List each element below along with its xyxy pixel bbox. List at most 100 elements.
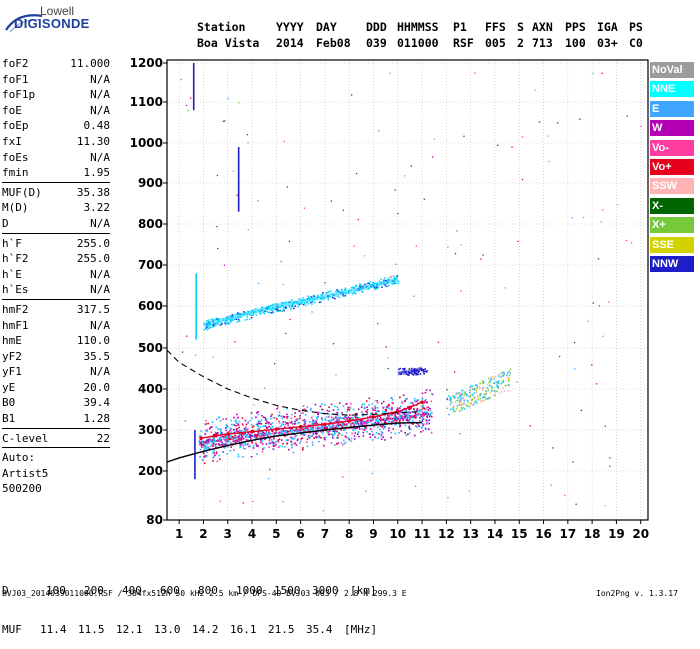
param-row: hmF1 N/A [2,318,110,334]
echo-point [463,135,465,137]
header-row1-pps: PPS [565,20,586,34]
echo-point [230,434,232,437]
echo-point [276,310,278,312]
echo-point [430,400,433,403]
echo-point [283,426,286,429]
echo-point [420,431,422,433]
echo-point [420,426,423,429]
echo-point [391,407,394,409]
echo-point [331,419,333,421]
echo-point [404,418,407,421]
param-row: B0 39.4 [2,395,110,411]
echo-point [237,424,240,427]
echo-point [353,438,356,440]
echo-point [377,422,380,424]
echo-point [272,445,275,447]
echo-point [194,354,197,356]
echo-point [428,414,430,416]
echo-point [301,429,303,431]
echo-point [277,439,280,442]
echo-point [219,324,222,326]
color-legend: NoVal NNE E W Vo- Vo+ SSW X- X+ SSE NNW [650,62,694,275]
echo-point [224,427,227,429]
echo-point [261,434,264,436]
echo-point [290,420,293,423]
echo-point [300,440,302,443]
echo-point [272,431,275,433]
echo-point [266,433,269,435]
echo-point [203,462,206,465]
echo-point [326,409,329,412]
echo-point [238,439,241,441]
echo-point [289,430,291,433]
echo-point [232,440,235,443]
echo-point [601,72,603,75]
echo-point [318,436,320,439]
echo-point [421,392,424,395]
echo-point [385,285,388,288]
legend-item: X+ [650,217,694,234]
echo-point [393,416,395,419]
echo-point [504,287,507,289]
echo-point [478,386,481,388]
echo-point [397,282,400,285]
file-info-footer: BVJ03_2014039011000.RSF / 384fx512h 50 k… [2,589,407,598]
echo-point [230,446,232,448]
echo-point [497,381,500,383]
echo-point [336,418,339,421]
echo-point [427,419,429,422]
param-value: N/A [90,103,110,117]
echo-point [474,401,476,404]
echo-point [494,391,496,393]
y-tick-label: 1100 [130,95,163,109]
echo-point [492,394,495,396]
echo-point [361,428,363,430]
echo-point [379,416,382,419]
echo-point [460,403,462,405]
echo-point [410,416,412,419]
echo-point [341,288,343,291]
muf-cell: 35.4 [306,623,333,636]
echo-point [399,415,402,418]
muf-cell: 21.5 [268,623,295,636]
echo-point [281,445,284,448]
echo-point [331,435,334,437]
echo-point [215,317,218,319]
echo-point [235,421,238,424]
echo-point [600,221,602,223]
echo-point [341,412,343,414]
echo-point [396,275,399,277]
echo-point [277,309,280,312]
echo-point [404,410,406,413]
echo-point [347,416,350,418]
echo-point [297,306,299,308]
echo-point [224,447,226,449]
echo-point [208,438,211,441]
echo-point [211,326,214,328]
echo-point [462,406,465,409]
header-row1-ps: PS [629,20,643,34]
echo-point [350,417,352,420]
echo-point [418,410,421,412]
param-row: yF1 N/A [2,364,110,380]
echo-point [427,428,430,430]
echo-point [424,400,426,402]
echo-point [240,438,243,441]
echo-point [425,419,428,422]
echo-point [310,296,313,298]
echo-point [464,392,466,395]
echo-point [314,432,317,434]
echo-point [408,374,410,376]
echo-point [221,323,223,325]
echo-point [399,414,402,417]
echo-point [488,397,490,400]
echo-point [493,378,495,380]
echo-point [296,434,298,437]
echo-point [296,439,299,442]
echo-point [385,406,388,409]
echo-point [332,409,335,411]
series-point [199,436,203,441]
echo-point [406,416,408,419]
echo-point [423,414,426,417]
echo-point [267,423,270,425]
